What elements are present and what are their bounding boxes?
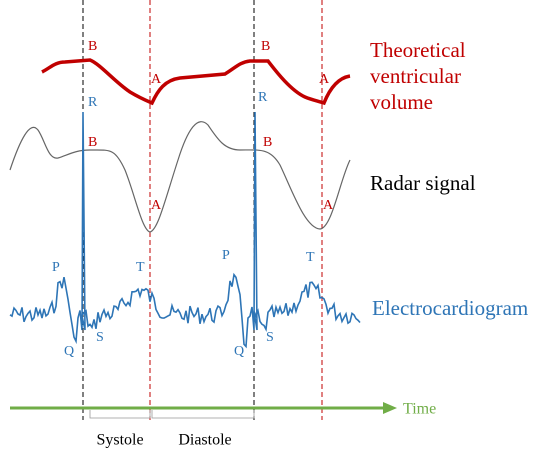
phase-label: Systole: [96, 432, 143, 449]
diastole-bracket: [151, 410, 255, 419]
legend-text: Theoretical: [370, 38, 466, 62]
time-arrowhead: [383, 402, 397, 414]
legend-text: volume: [370, 90, 433, 114]
marker: A: [323, 198, 334, 213]
marker: P: [52, 260, 60, 275]
marker: S: [96, 330, 104, 345]
marker: P: [222, 248, 230, 263]
marker: A: [319, 72, 330, 87]
marker: T: [136, 260, 145, 275]
phase-label: Diastole: [178, 432, 231, 449]
marker: B: [88, 39, 97, 54]
marker: B: [261, 39, 270, 54]
ecg-curve: [9, 111, 361, 349]
marker: A: [151, 198, 162, 213]
marker: A: [151, 72, 162, 87]
legend-text: Radar signal: [370, 171, 476, 195]
marker: B: [88, 135, 97, 150]
marker: Q: [64, 344, 74, 359]
marker: Q: [234, 344, 244, 359]
radar-curve: [9, 121, 351, 233]
volume-curve: [41, 58, 351, 106]
marker: S: [266, 330, 274, 345]
legend-text: ventricular: [370, 64, 461, 88]
marker: B: [263, 135, 272, 150]
systole-bracket: [89, 410, 151, 419]
legend-text: Electrocardiogram: [372, 296, 528, 320]
marker: R: [88, 95, 98, 110]
marker: T: [306, 250, 315, 265]
time-label: Time: [403, 401, 436, 418]
marker: R: [258, 90, 268, 105]
